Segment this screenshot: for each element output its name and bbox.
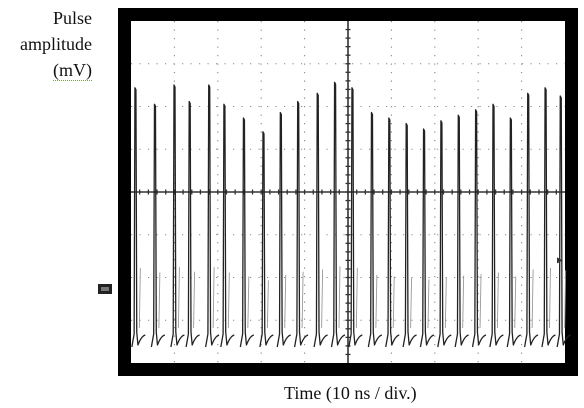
pulse-ghost-trace (355, 267, 358, 329)
pulse-trace (150, 103, 166, 348)
pulse-trace (506, 117, 521, 348)
pulse-trace (367, 111, 383, 348)
pulse-ghost-trace (247, 276, 250, 329)
pulse-trace (239, 117, 255, 348)
pulse-trace (419, 128, 435, 348)
pulse-trace (330, 81, 346, 348)
pulse-ghost-trace (531, 269, 534, 329)
pulse-trace (313, 92, 328, 348)
pulse-ghost-trace (338, 266, 341, 329)
pulse-trace (437, 120, 452, 348)
pulse-trace (541, 87, 556, 348)
pulse-ghost-trace (427, 279, 430, 329)
pulse-trace (276, 111, 291, 348)
pulse-ghost-trace (321, 269, 324, 329)
pulse-ghost-trace (301, 271, 304, 329)
pulse-ghost-trace (462, 275, 465, 329)
pulse-trace (131, 87, 146, 348)
pulse-ghost-trace (375, 274, 378, 329)
pulse-ghost-trace (549, 267, 551, 329)
pulse-ghost-trace (158, 272, 161, 329)
pulse-ghost-trace (514, 276, 517, 329)
pulse-ghost-trace (410, 277, 413, 329)
pulse-trace (220, 103, 235, 348)
x-axis-label: Time (10 ns / div.) (284, 383, 417, 403)
trigger-level-arrow (557, 257, 563, 264)
pulse-trace (185, 100, 200, 348)
y-axis-label-line-1: Pulse (52, 8, 92, 28)
pulse-ghost-trace (496, 272, 499, 329)
pulse-trace (259, 131, 274, 348)
pulse-ghost-trace (227, 272, 230, 329)
y-axis-label-line-3: (mV) (53, 60, 92, 81)
pulse-ghost-trace (138, 267, 141, 329)
pulse-trace (348, 87, 363, 348)
pulse-trace (471, 109, 487, 348)
pulse-ghost-trace (479, 274, 482, 329)
ground-level-marker (98, 284, 112, 294)
pulse-ghost-trace (177, 267, 180, 329)
pulse-ghost-trace (193, 271, 196, 329)
pulse-trace (454, 114, 469, 348)
pulse-ghost-trace (392, 276, 395, 329)
pulse-trace (204, 84, 220, 348)
pulse-trace (293, 100, 309, 348)
pulse-trace (489, 103, 504, 348)
pulse-trace (170, 84, 185, 348)
pulse-ghost-trace (564, 270, 567, 329)
y-axis-label-line-2: amplitude (20, 34, 92, 54)
pulse-ghost-trace (212, 267, 215, 329)
pulse-ghost-trace (266, 280, 269, 329)
pulse-ghost-trace (284, 274, 287, 329)
pulse-trace (385, 117, 400, 348)
pulse-trace (523, 92, 539, 348)
pulse-ghost-trace (444, 277, 447, 329)
pulse-trace (556, 95, 571, 348)
pulse-trace (402, 122, 417, 348)
